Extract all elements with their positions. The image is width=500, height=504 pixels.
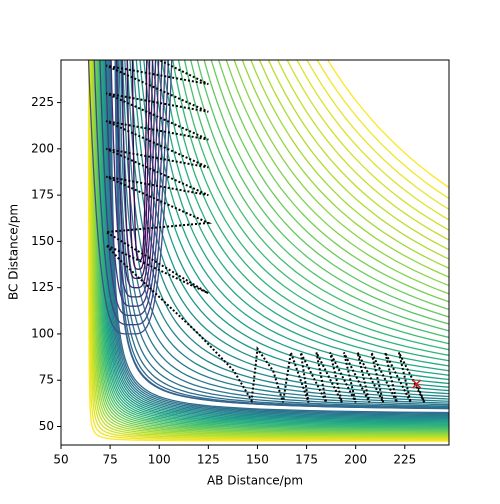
- contour-line: [197, 0, 500, 299]
- contour-line: [167, 0, 500, 346]
- contour-line: [156, 0, 500, 360]
- contour-line: [135, 0, 500, 386]
- y-tick-label: 75: [39, 373, 54, 387]
- y-tick-label: 50: [39, 419, 54, 433]
- contour-line: [214, 0, 500, 272]
- contour-line: [133, 0, 500, 389]
- y-tick-label: 150: [31, 234, 54, 248]
- contour-line: [181, 0, 500, 324]
- contour-line: [128, 0, 500, 394]
- x-tick-label: 50: [53, 453, 68, 467]
- contour-line: [170, 0, 500, 341]
- contour-line: [132, 0, 148, 260]
- contours: [88, 0, 500, 441]
- x-tick-label: 150: [246, 453, 269, 467]
- x-tick-label: 125: [197, 453, 220, 467]
- contour-line: [189, 0, 500, 312]
- y-axis-label: BC Distance/pm: [7, 204, 21, 300]
- contour-line: [205, 0, 500, 286]
- contour-line: [201, 0, 500, 293]
- contour-line: [100, 0, 500, 426]
- x-axis-label: AB Distance/pm: [207, 474, 303, 488]
- contour-line: [193, 0, 500, 306]
- contour-line: [126, 0, 500, 397]
- y-tick-label: 100: [31, 326, 54, 340]
- x-tick-label: 75: [102, 453, 117, 467]
- contour-line: [210, 0, 500, 279]
- y-tick-label: 125: [31, 280, 54, 294]
- x-tick-label: 100: [148, 453, 171, 467]
- y-tick-label: 200: [31, 141, 54, 155]
- x-tick-label: 225: [393, 453, 416, 467]
- y-tick-label: 225: [31, 95, 54, 109]
- y-tick-label: 175: [31, 188, 54, 202]
- contour-line: [118, 0, 500, 405]
- x-tick-label: 175: [295, 453, 318, 467]
- x-tick-label: 200: [344, 453, 367, 467]
- contour-line: [218, 0, 500, 264]
- contour-line: [119, 0, 500, 404]
